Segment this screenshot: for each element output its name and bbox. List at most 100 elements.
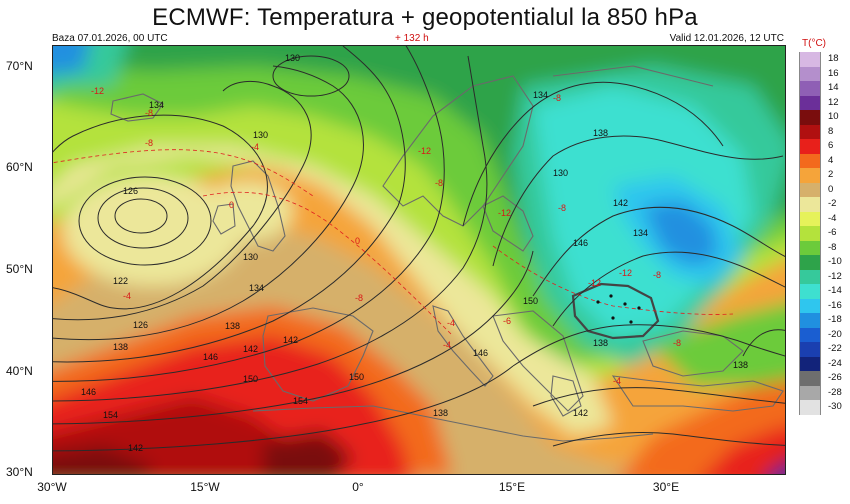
contour-130 [53, 80, 312, 321]
coastline-ireland [212, 203, 236, 235]
legend-value: -16 [828, 299, 842, 311]
legend-value: -4 [828, 212, 837, 224]
legend-swatch [799, 66, 821, 81]
geopotential-label: 142 [283, 335, 298, 345]
map-title: ECMWF: Temperatura + geopotentialul la 8… [152, 4, 698, 31]
legend-swatch [799, 385, 821, 400]
geopotential-label: 130 [285, 53, 300, 63]
legend-swatch [799, 240, 821, 255]
legend-value: 16 [828, 67, 839, 79]
contour-east-142 [512, 324, 785, 367]
contour-146 [53, 55, 488, 402]
geopotential-contours [53, 46, 785, 452]
legend-value: 2 [828, 169, 834, 180]
contour-east-150 [552, 432, 785, 447]
isotherm-minus12 [492, 245, 734, 315]
geopotential-label: 146 [81, 387, 96, 397]
geopotential-label: 134 [633, 228, 648, 238]
legend-value: 14 [828, 82, 839, 93]
legend-title: T(°C) [802, 38, 826, 49]
legend-value: 18 [828, 53, 839, 64]
legend-value: -30 [828, 401, 842, 412]
geopotential-label: 150 [243, 374, 258, 384]
coastline-greece [550, 375, 582, 417]
longitude-label: 0° [352, 480, 364, 494]
geopotential-label: 150 [349, 372, 364, 382]
base-time: Baza 07.01.2026, 00 UTC [52, 33, 168, 44]
legend-swatch [799, 269, 821, 284]
legend-value: -24 [828, 357, 842, 369]
longitude-label: 30°E [652, 480, 680, 494]
legend-swatch [799, 371, 821, 386]
coastline-britain [230, 160, 286, 252]
forecast-offset: + 132 h [395, 33, 429, 44]
temperature-legend [799, 52, 821, 415]
coastline-russia-north [552, 65, 714, 87]
weather-map: 130 134 130 126 122 126 130 134 138 142 146 150 154 1… [52, 45, 786, 475]
contour-east-138b [742, 329, 785, 357]
longitude-label: 15°W [190, 480, 220, 494]
city-dot [629, 320, 633, 324]
temp-zone-cold-minus18 [643, 201, 718, 266]
legend-value: 12 [828, 96, 839, 108]
legend-value: -18 [828, 314, 842, 325]
city-dot [637, 306, 641, 310]
contour-east-134 [532, 206, 785, 297]
geopotential-label: 138 [433, 408, 448, 418]
valid-time: Valid 12.01.2026, 12 UTC [669, 33, 784, 44]
legend-swatch [799, 211, 821, 226]
temperature-label: -6 [503, 316, 511, 326]
geopotential-label: 122 [113, 276, 128, 286]
temp-zone-se-purple [768, 464, 785, 474]
temperature-label: -4 [613, 376, 621, 386]
contour-east-138 [552, 251, 785, 327]
contour-154 [53, 365, 514, 452]
legend-swatch [799, 226, 821, 241]
geopotential-label: 134 [149, 100, 164, 110]
geopotential-label: 142 [128, 443, 143, 453]
legend-swatch [799, 110, 821, 125]
geopotential-label: 154 [103, 410, 118, 420]
temp-zone-se-plus6 [705, 426, 785, 474]
geopotential-label: 146 [473, 348, 488, 358]
temperature-label: -12 [588, 278, 601, 288]
temperature-label: -12 [619, 268, 632, 278]
latitude-label: 60°N [6, 160, 33, 174]
legend-swatch [799, 284, 821, 299]
temperature-label: -12 [498, 208, 511, 218]
legend-value: 4 [828, 154, 834, 166]
coastline-turkey [611, 375, 784, 412]
legend-value: -8 [828, 241, 837, 253]
temperature-label: 0 [229, 200, 234, 210]
temperature-isotherms [53, 149, 734, 337]
city-dot [611, 316, 615, 320]
coastline-baltic [482, 195, 534, 252]
contour-138 [53, 46, 406, 363]
geopotential-label: 154 [293, 396, 308, 406]
longitude-label: 30°W [37, 480, 67, 494]
legend-value: -12 [828, 270, 842, 282]
coastlines [110, 65, 784, 442]
geopotential-label: 146 [203, 352, 218, 362]
legend-value: -20 [828, 328, 842, 340]
legend-swatch [799, 95, 821, 110]
geopotential-label: 130 [243, 252, 258, 262]
legend-value: 6 [828, 140, 834, 151]
temperature-label: -4 [443, 340, 451, 350]
contour-east-146 [532, 387, 785, 407]
coastline-scandinavia [382, 75, 534, 227]
temperature-label: 0 [355, 236, 360, 246]
contour-north-138 [492, 135, 784, 267]
temperature-label: -8 [558, 203, 566, 213]
city-dot [623, 302, 627, 306]
geopotential-label: 134 [533, 90, 548, 100]
legend-swatch [799, 356, 821, 371]
geopotential-labels: 130 134 130 126 122 126 130 134 138 142 146 150 154 1… [81, 53, 748, 453]
geopotential-label: 138 [733, 360, 748, 370]
geopotential-label: 138 [593, 128, 608, 138]
legend-swatch [799, 400, 821, 415]
geopotential-label: 142 [613, 198, 628, 208]
legend-value: -26 [828, 372, 842, 383]
geopotential-label: 138 [225, 321, 240, 331]
legend-value: 10 [828, 111, 839, 122]
